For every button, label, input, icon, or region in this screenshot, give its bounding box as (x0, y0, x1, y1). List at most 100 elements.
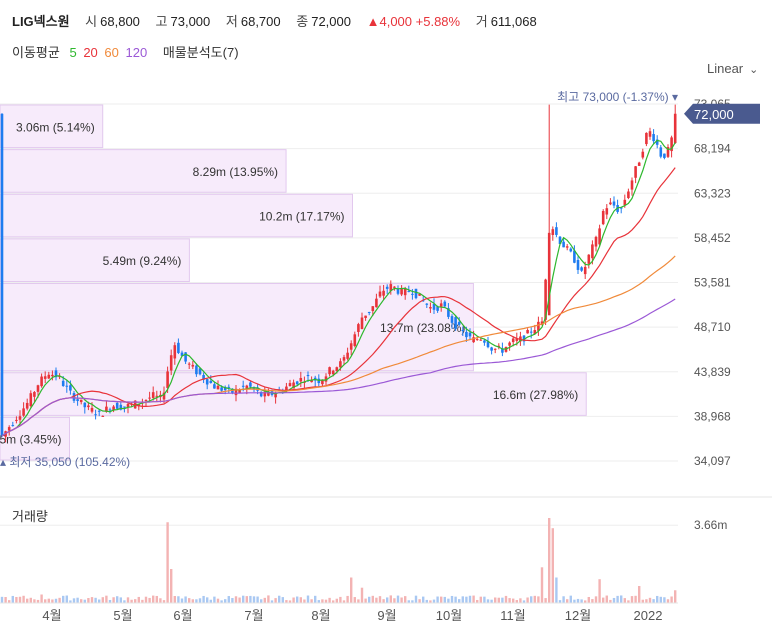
y-tick-label: 53,581 (694, 276, 731, 290)
candle-body (562, 241, 565, 248)
candle-body (144, 400, 148, 402)
volume-bar (512, 598, 515, 603)
candle-body (346, 352, 349, 359)
volume-bar (461, 596, 464, 603)
candle-body (429, 307, 432, 309)
volume-bar (296, 596, 299, 603)
candle-body (162, 392, 166, 400)
candle-body (339, 361, 342, 368)
candle-body (450, 316, 454, 323)
candle-body (292, 382, 295, 389)
volume-bar (62, 595, 65, 603)
volume-bar (594, 596, 598, 603)
volume-bar (195, 599, 198, 603)
candle-body (173, 345, 177, 359)
volume-bar (670, 596, 673, 603)
volume-bar (440, 596, 443, 603)
candle-body (155, 395, 159, 397)
volume-bar (33, 599, 36, 603)
candle-body (245, 385, 249, 390)
candle-body (249, 382, 252, 387)
volume-bar (274, 598, 277, 603)
candle-body (123, 406, 126, 408)
candle-body (565, 246, 569, 248)
volume-bar (674, 590, 677, 603)
volume-bar (418, 599, 421, 603)
ma120-line (1, 298, 676, 437)
candle-body (472, 337, 475, 343)
volume-bar (404, 596, 407, 603)
volume-bar (36, 599, 40, 603)
volume-bar (155, 595, 158, 603)
candle-body (529, 331, 533, 333)
candle-body (479, 339, 483, 341)
volume-bar (216, 598, 220, 603)
volume-bar (173, 596, 176, 603)
volume-bar (58, 597, 61, 603)
candle-body (447, 308, 450, 317)
candle-body (184, 352, 187, 362)
volume-bar (83, 599, 86, 603)
volume-bar (616, 595, 619, 603)
volume-bar (368, 596, 371, 603)
volume-bar (303, 599, 306, 603)
candle-body (378, 291, 382, 297)
ma20-legend: 20 (83, 45, 98, 60)
volume-bar (234, 596, 238, 603)
volume-bar (44, 599, 47, 603)
volume-bar (472, 595, 475, 603)
volume-profile-label: 3.06m (5.14%) (16, 120, 95, 134)
volume-bar (166, 522, 169, 603)
scale-label[interactable]: Linear (707, 61, 744, 76)
volume-bar (299, 597, 302, 603)
volume-bar (170, 569, 173, 603)
moving-average-label[interactable]: 이동평균 (12, 45, 60, 60)
volume-bar (566, 599, 569, 603)
volume-bar (544, 598, 547, 603)
volume-bar (400, 597, 403, 603)
candle-body (371, 306, 375, 312)
volume-profile-label: 13.7m (23.08%) (380, 321, 465, 335)
candle-body (515, 338, 519, 341)
volume-bar (342, 600, 346, 603)
volume-bar (65, 595, 68, 603)
ma5-legend: 5 (69, 45, 77, 60)
volume-bar (191, 599, 194, 603)
volume-bar (378, 596, 382, 603)
volume-bar (663, 597, 666, 603)
volume-bar (414, 595, 418, 603)
volume-bar (119, 597, 122, 603)
volume-bar (202, 595, 205, 603)
volume-bar (447, 598, 450, 603)
candle-body (69, 385, 72, 391)
volume-bar (126, 597, 130, 603)
y-tick-label: 43,839 (694, 365, 731, 379)
volume-profile-label[interactable]: 매물분석도(7) (162, 45, 239, 60)
volume-value: 611,068 (490, 14, 537, 29)
candle-body (659, 147, 663, 157)
volume-bar (310, 599, 313, 603)
min-annotation: ▴ 최저 35,050 (105.42%) (0, 455, 130, 469)
candle-body (331, 370, 335, 375)
scale-selector[interactable]: Linear ⌄ (707, 61, 758, 76)
candle-body (457, 322, 461, 325)
stock-name: LIG넥스원 (12, 14, 70, 29)
volume-bar (641, 599, 644, 603)
candle-body (241, 385, 245, 387)
volume-bar (396, 595, 400, 603)
indicator-legend[interactable]: 이동평균 5 20 60 120 매물분석도(7) (12, 42, 245, 61)
volume-bar (90, 597, 94, 603)
candle-body (11, 425, 15, 427)
volume-bar (94, 597, 97, 603)
volume-bar (623, 598, 626, 603)
volume-bar (497, 597, 500, 603)
candle-body (418, 293, 421, 296)
volume-bar (476, 599, 479, 603)
volume-bar (562, 596, 565, 603)
volume-bar (569, 595, 572, 603)
high-value: 73,000 (170, 14, 211, 29)
volume-bar (436, 596, 439, 603)
volume-bar (267, 595, 270, 603)
candle-body (508, 342, 511, 346)
